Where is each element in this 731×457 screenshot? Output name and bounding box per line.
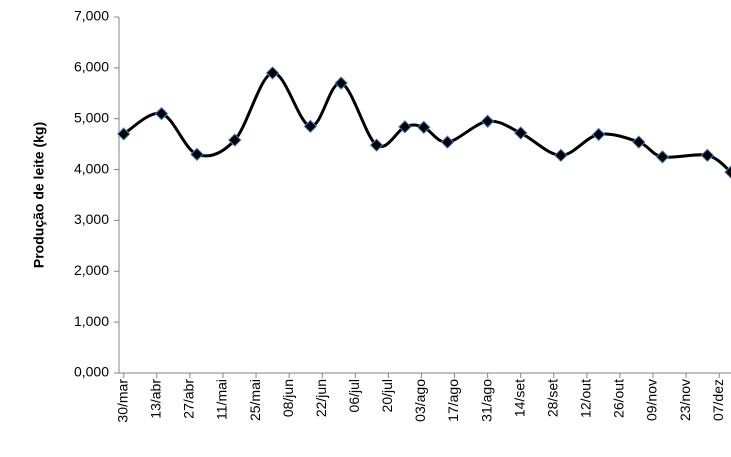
marker xyxy=(440,135,455,149)
marker xyxy=(724,165,731,179)
x-tick-label: 12/out xyxy=(578,379,594,418)
marker xyxy=(632,135,646,149)
y-axis-label: Produção de leite (kg) xyxy=(31,122,47,268)
x-tick-label: 08/jun xyxy=(280,379,296,417)
x-tick-label: 07/dez xyxy=(710,379,726,421)
marker xyxy=(369,138,384,152)
marker xyxy=(398,120,412,134)
y-tick-label: 7,000 xyxy=(74,8,109,24)
x-tick-label: 09/nov xyxy=(644,379,660,421)
marker xyxy=(117,127,131,141)
x-tick-label: 13/abr xyxy=(148,379,164,419)
marker xyxy=(334,76,348,90)
marker xyxy=(265,66,280,80)
y-tick-label: 3,000 xyxy=(74,211,109,227)
x-tick-label: 03/ago xyxy=(412,379,428,422)
marker xyxy=(190,147,204,162)
marker xyxy=(655,150,670,164)
y-tick-label: 6,000 xyxy=(74,59,109,75)
x-tick-label: 14/set xyxy=(511,379,527,417)
y-tick-label: 2,000 xyxy=(74,262,109,278)
x-tick-label: 20/jul xyxy=(379,379,395,412)
x-tick-label: 25/mai xyxy=(247,379,263,421)
marker xyxy=(480,114,495,128)
marker xyxy=(154,106,169,121)
line xyxy=(122,71,731,174)
x-tick-label: 26/out xyxy=(611,379,627,418)
x-tick-label: 27/abr xyxy=(181,379,197,419)
y-tick-label: 4,000 xyxy=(74,160,109,176)
marker xyxy=(513,126,528,140)
y-tick-label: 1,000 xyxy=(74,313,109,329)
x-tick-label: 30/mar xyxy=(114,379,130,423)
x-tick-label: 31/ago xyxy=(478,379,494,422)
marker xyxy=(417,120,431,135)
marker xyxy=(228,133,242,147)
x-tick-label: 11/mai xyxy=(214,379,230,420)
x-tick-label: 17/ago xyxy=(445,379,461,422)
marker xyxy=(700,148,715,163)
x-tick-label: 28/set xyxy=(544,379,560,417)
y-tick-label: 5,000 xyxy=(74,109,109,125)
y-tick-label: 0,000 xyxy=(74,364,109,380)
marker xyxy=(303,119,318,134)
marker xyxy=(554,148,568,163)
x-tick-label: 23/nov xyxy=(677,379,693,421)
marker xyxy=(591,127,606,142)
x-tick-label: 06/jul xyxy=(346,379,362,412)
x-tick-label: 22/jun xyxy=(313,379,329,417)
